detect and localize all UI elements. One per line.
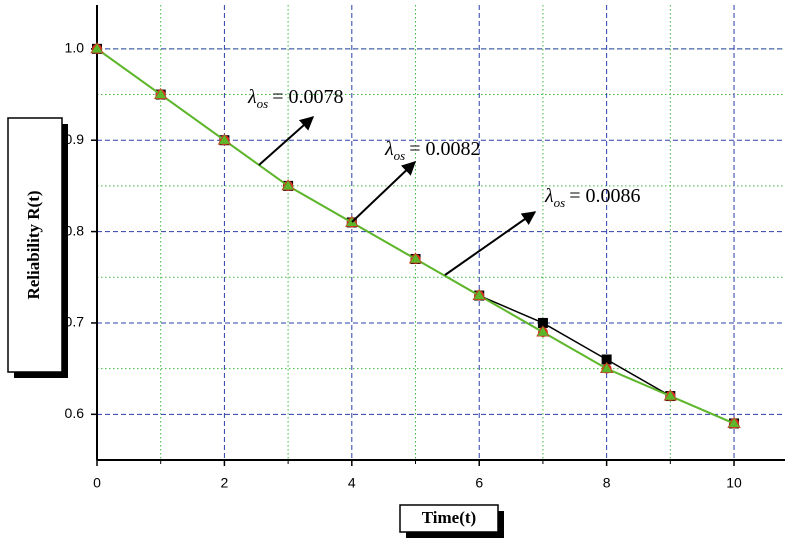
marker [472,288,486,300]
x-tick-label: 10 [726,475,742,491]
y-tick-label: 0.9 [65,131,85,147]
x-axis-label: Time(t) [422,508,476,527]
annotation-text: = 0.0082 [409,138,480,160]
marker [601,354,612,365]
x-tick-label: 4 [348,475,356,491]
x-tick-label: 2 [221,475,229,491]
plot [90,42,741,429]
annotation: λos = 0.0086 [544,185,641,210]
x-tick-label: 0 [93,475,101,491]
marker [663,389,678,401]
xlabel-box [399,504,499,533]
marker [599,361,614,374]
annotation-arrow [444,211,537,276]
marker [536,325,550,337]
y-tick-label: 0.7 [65,314,85,330]
y-axis-label: Reliability R(t) [24,190,43,299]
annotation-subscript: os [394,148,406,163]
marker [281,179,295,191]
annotation: λos = 0.0082 [384,138,481,163]
annotation-symbol: λ [247,86,257,108]
annotation-subscript: os [554,195,566,210]
marker [537,317,548,328]
marker [153,87,168,99]
annotation: λos = 0.0078 [247,86,344,111]
annotation-subscript: os [257,96,269,111]
annotation-text: = 0.0078 [272,86,343,108]
annotation-arrow [258,116,315,166]
annotation-text: = 0.0086 [569,185,640,207]
marker [217,133,232,145]
y-tick-label: 1.0 [65,40,85,56]
marker [408,252,423,264]
annotation-symbol: λ [544,185,554,207]
y-tick-label: 0.6 [65,405,85,421]
annotation-arrow [351,161,417,223]
marker [90,42,104,54]
marker [727,416,741,428]
annotation-symbol: λ [384,138,394,160]
grid [96,5,785,460]
y-tick-label: 0.8 [65,222,85,238]
ylabel-box [7,117,63,373]
x-tick-label: 8 [603,475,611,491]
axes: 0 2 4 6 8 10 0.6 0.7 0.8 0.9 1.0 [65,5,785,491]
x-tick-label: 6 [475,475,483,491]
